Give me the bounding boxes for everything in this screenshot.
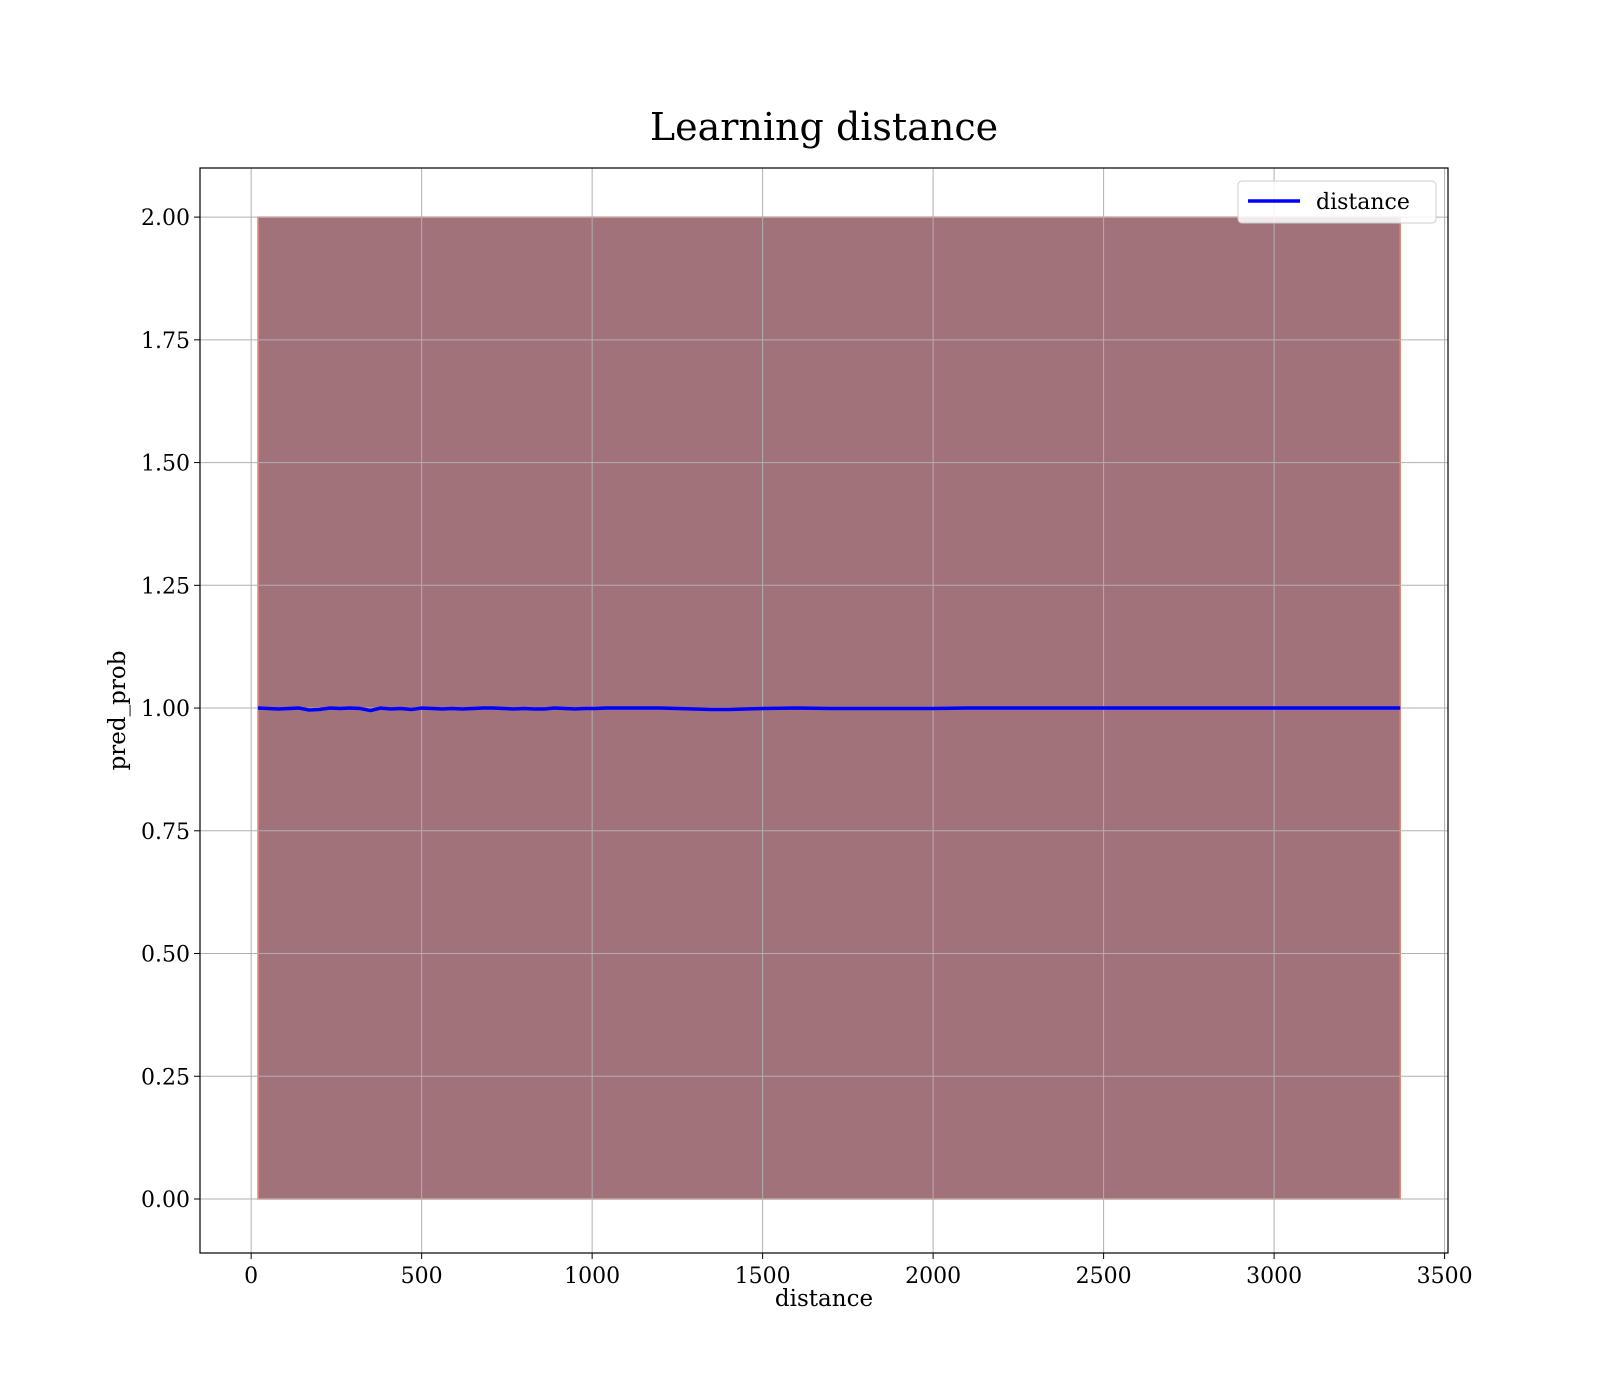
y-tick-label: 0.50: [141, 943, 190, 968]
x-tick-label: 500: [401, 1264, 443, 1289]
x-axis-label: distance: [775, 1286, 873, 1312]
y-tick-label: 0.25: [141, 1065, 190, 1090]
x-tick-label: 3000: [1246, 1264, 1302, 1289]
legend-label-distance: distance: [1316, 190, 1410, 215]
y-tick-label: 1.50: [141, 452, 190, 477]
axes-frame: [199, 167, 1449, 1254]
y-axis-ticks: 0.00 0.25 0.50 0.75 1.00 1.25 1.50 1.75 2.00: [141, 206, 200, 1213]
x-tick-label: 1000: [564, 1264, 620, 1289]
y-tick-label: 0.75: [141, 820, 190, 845]
x-axis-ticks: 0 500 1000 1500 2000 2500 3000 3500: [244, 1253, 1473, 1289]
y-tick-label: 1.25: [141, 574, 190, 599]
x-tick-label: 3500: [1417, 1264, 1473, 1289]
series-line-distance: [257, 706, 1401, 713]
y-tick-label: 0.00: [141, 1188, 190, 1213]
series-layer: [257, 706, 1401, 713]
legend-box: [1237, 180, 1437, 224]
y-axis-label: pred_prob: [105, 651, 131, 771]
x-tick-label: 2500: [1076, 1264, 1132, 1289]
y-tick-label: 1.00: [141, 697, 190, 722]
grid: [200, 168, 1448, 1253]
x-tick-label: 2000: [905, 1264, 961, 1289]
y-tick-label: 1.75: [141, 329, 190, 354]
chart-title: Learning distance: [650, 105, 998, 149]
y-tick-label: 2.00: [141, 206, 190, 231]
plot-area: [199, 167, 1449, 1254]
x-tick-label: 0: [244, 1264, 258, 1289]
x-tick-label: 1500: [735, 1264, 791, 1289]
legend: distance: [1237, 180, 1437, 224]
